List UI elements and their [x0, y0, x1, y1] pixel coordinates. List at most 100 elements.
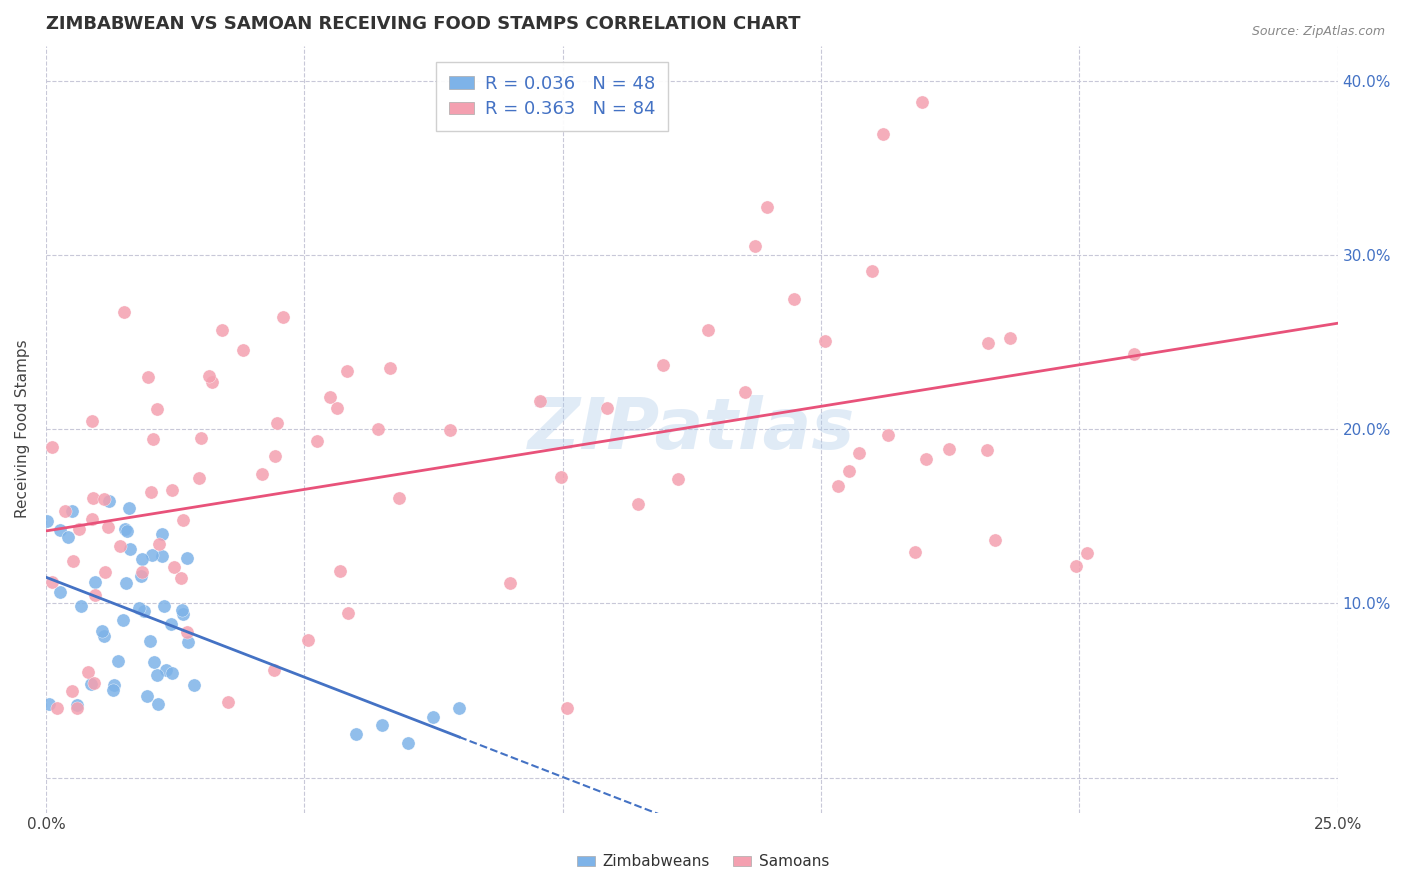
Point — [115, 524, 138, 538]
Point — [652, 358, 675, 372]
Point — [336, 363, 359, 377]
Point — [114, 575, 136, 590]
Point — [38, 697, 60, 711]
Point — [66, 698, 89, 713]
Point — [915, 452, 938, 467]
Point — [827, 479, 849, 493]
Point — [56, 530, 79, 544]
Point — [326, 401, 349, 416]
Point — [150, 527, 173, 541]
Point — [1123, 347, 1146, 361]
Point — [498, 575, 520, 590]
Point — [120, 542, 142, 557]
Point — [91, 624, 114, 639]
Point — [1000, 331, 1022, 345]
Point — [155, 663, 177, 677]
Point — [176, 550, 198, 565]
Point — [976, 443, 998, 458]
Point — [176, 624, 198, 639]
Point — [172, 602, 194, 616]
Point — [337, 606, 360, 620]
Point — [627, 497, 650, 511]
Point — [41, 440, 63, 454]
Point — [142, 432, 165, 446]
Point — [35, 514, 58, 528]
Point — [439, 423, 461, 437]
Point — [84, 575, 107, 590]
Point — [977, 335, 1000, 350]
Point — [60, 504, 83, 518]
Point — [838, 464, 860, 478]
Point — [172, 513, 194, 527]
Point — [550, 469, 572, 483]
Point — [734, 384, 756, 399]
Point — [93, 629, 115, 643]
Point — [744, 239, 766, 253]
Point — [112, 305, 135, 319]
Point — [983, 533, 1005, 547]
Point — [1076, 546, 1098, 560]
Point — [103, 683, 125, 698]
Point — [129, 568, 152, 582]
Point — [211, 323, 233, 337]
Point — [596, 401, 619, 415]
Legend: R = 0.036   N = 48, R = 0.363   N = 84: R = 0.036 N = 48, R = 0.363 N = 84 — [436, 62, 668, 131]
Point — [108, 539, 131, 553]
Point — [367, 422, 389, 436]
Point — [449, 701, 471, 715]
Point — [62, 554, 84, 568]
Point — [371, 718, 394, 732]
Point — [80, 676, 103, 690]
Point — [904, 545, 927, 559]
Point — [65, 701, 87, 715]
Point — [877, 428, 900, 442]
Point — [911, 95, 934, 109]
Point — [97, 519, 120, 533]
Point — [163, 560, 186, 574]
Text: ZIPatlas: ZIPatlas — [529, 394, 855, 464]
Point — [45, 701, 67, 715]
Point — [217, 695, 239, 709]
Point — [177, 635, 200, 649]
Point — [170, 570, 193, 584]
Point — [201, 375, 224, 389]
Point — [139, 634, 162, 648]
Point — [250, 467, 273, 482]
Point — [172, 607, 194, 622]
Point — [139, 484, 162, 499]
Point — [41, 575, 63, 590]
Point — [190, 431, 212, 445]
Point — [77, 665, 100, 679]
Point — [938, 442, 960, 457]
Point — [82, 414, 104, 428]
Point — [422, 709, 444, 723]
Point — [141, 549, 163, 563]
Point — [555, 701, 578, 715]
Point — [756, 200, 779, 214]
Point — [297, 633, 319, 648]
Point — [67, 522, 90, 536]
Point — [80, 512, 103, 526]
Point — [318, 391, 340, 405]
Point — [83, 676, 105, 690]
Point — [305, 434, 328, 449]
Point — [136, 370, 159, 384]
Point — [60, 684, 83, 698]
Point — [131, 552, 153, 566]
Point — [271, 310, 294, 325]
Point — [69, 599, 91, 614]
Point — [872, 127, 894, 141]
Point — [160, 666, 183, 681]
Point — [146, 697, 169, 711]
Point — [118, 500, 141, 515]
Y-axis label: Receiving Food Stamps: Receiving Food Stamps — [15, 340, 30, 518]
Point — [329, 564, 352, 578]
Point — [344, 727, 367, 741]
Point — [1064, 559, 1087, 574]
Point — [150, 549, 173, 564]
Point — [813, 334, 835, 349]
Point — [666, 472, 689, 486]
Point — [198, 369, 221, 384]
Point — [112, 613, 135, 627]
Point — [162, 483, 184, 498]
